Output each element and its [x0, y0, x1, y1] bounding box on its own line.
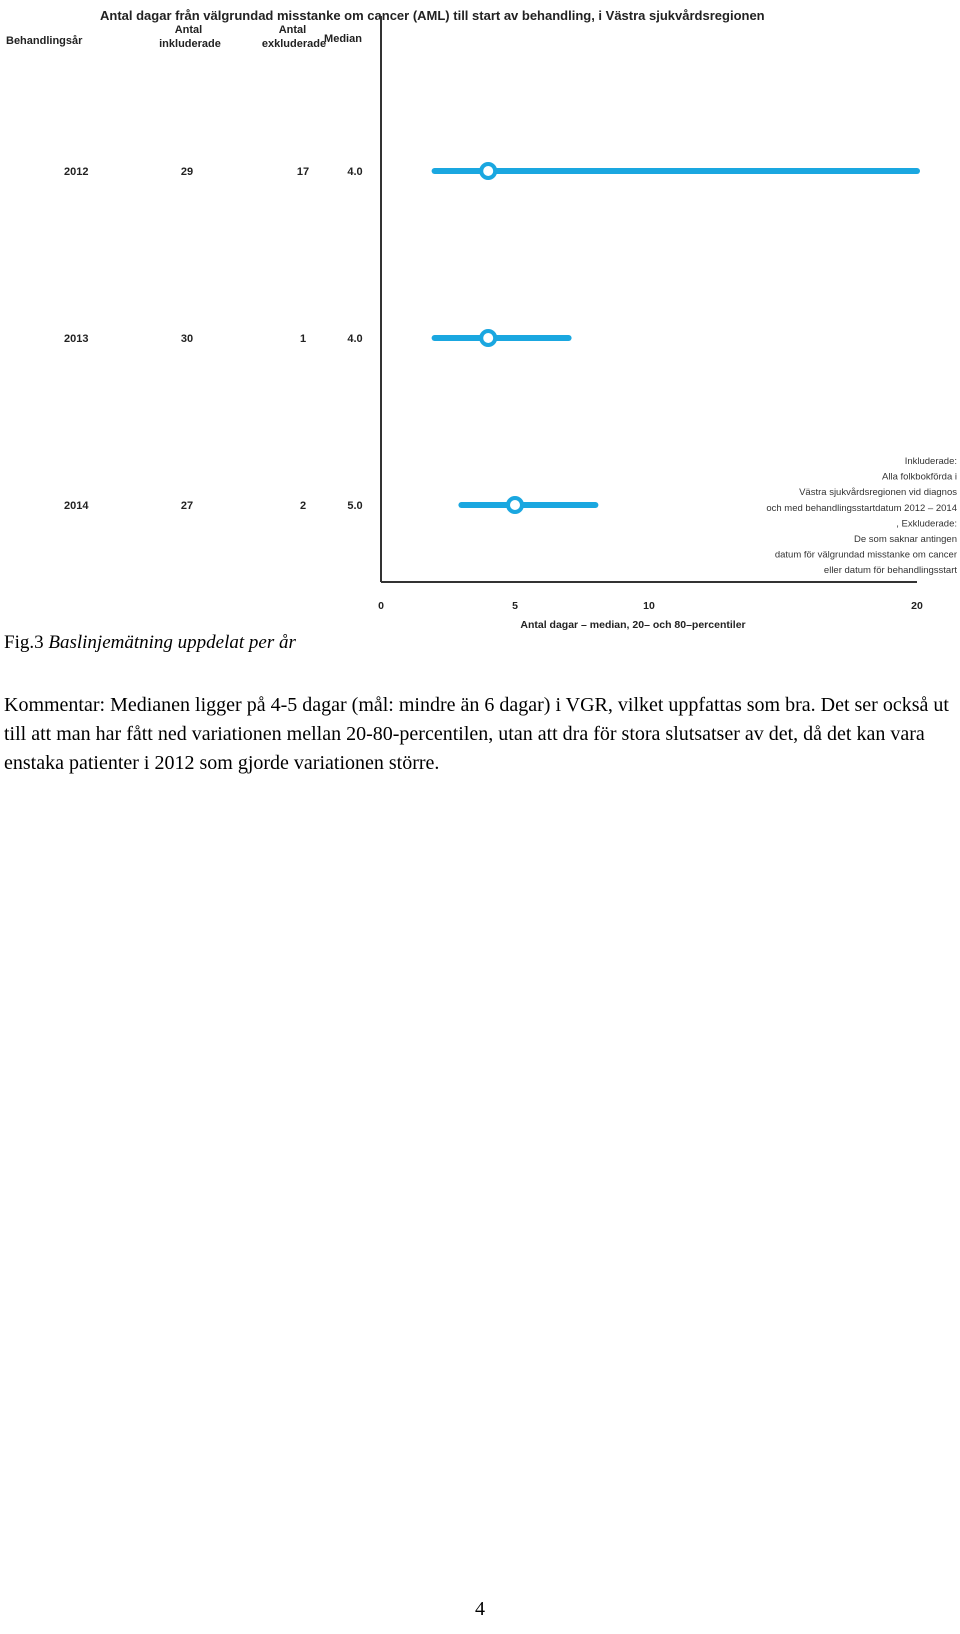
caption-italic: Baslinjemätning uppdelat per år: [48, 632, 296, 653]
x-tick-label: 10: [643, 600, 655, 612]
note-line: Västra sjukvårdsregionen vid diagnos: [799, 487, 957, 498]
row-median-label: 5.0: [347, 500, 362, 512]
row-included-label: 29: [181, 166, 193, 178]
forest-plot: Antal dagar från välgrundad misstanke om…: [6, 8, 957, 631]
x-axis-label: Antal dagar – median, 20– och 80–percent…: [520, 619, 745, 631]
inclusion-note: Inkluderade: Alla folkbokförda i Västra sj…: [766, 456, 957, 576]
median-marker: [479, 162, 498, 180]
column-header-median: Median: [324, 33, 362, 45]
chart-container: Antal dagar från välgrundad misstanke om…: [0, 0, 960, 640]
row-year-label: 2014: [64, 500, 89, 512]
column-header-included: Antal inkluderade: [159, 24, 221, 50]
median-marker: [479, 329, 498, 347]
note-line: eller datum för behandlingsstart: [824, 565, 957, 576]
column-header-year: Behandlingsår: [6, 35, 83, 47]
chart-title: Antal dagar från välgrundad misstanke om…: [100, 8, 765, 23]
note-line: , Exkluderade:: [896, 518, 957, 529]
row-included-label: 27: [181, 500, 193, 512]
plot-rows: 2012 29 17 4.0 2013 30 1 4.0 2014 27 2 5.0: [64, 162, 920, 514]
note-line: och med behandlingsstartdatum 2012 – 201…: [766, 503, 957, 514]
row-included-label: 30: [181, 333, 193, 345]
row-excluded-label: 17: [297, 166, 309, 178]
comment-paragraph: Kommentar: Medianen ligger på 4-5 dagar …: [4, 694, 949, 774]
note-line: Inkluderade:: [905, 456, 957, 467]
x-axis-ticks: 0 5 10 20: [378, 600, 923, 612]
x-tick-label: 5: [512, 600, 518, 612]
note-line: Alla folkbokförda i: [882, 472, 957, 483]
note-line: datum för välgrundad misstanke om cancer: [775, 550, 957, 561]
x-tick-label: 0: [378, 600, 384, 612]
column-header-excluded: Antal exkluderade: [262, 24, 326, 50]
column-header-included-line: Antal: [175, 24, 203, 36]
caption-prefix: Fig.3: [4, 632, 49, 653]
row-excluded-label: 2: [300, 500, 306, 512]
figure-caption: Fig.3 Baslinjemätning uppdelat per år: [4, 632, 296, 654]
column-header-included-line: inkluderade: [159, 38, 221, 50]
median-marker: [506, 496, 524, 514]
row-median-label: 4.0: [347, 333, 362, 345]
x-tick-label: 20: [911, 600, 923, 612]
column-header-excluded-line: exkluderade: [262, 38, 326, 50]
row-excluded-label: 1: [300, 333, 306, 345]
page-number: 4: [475, 1598, 485, 1620]
row-median-label: 4.0: [347, 166, 362, 178]
note-line: De som saknar antingen: [854, 534, 957, 545]
row-year-label: 2013: [64, 333, 88, 345]
column-header-excluded-line: Antal: [279, 24, 307, 36]
row-year-label: 2012: [64, 166, 88, 178]
